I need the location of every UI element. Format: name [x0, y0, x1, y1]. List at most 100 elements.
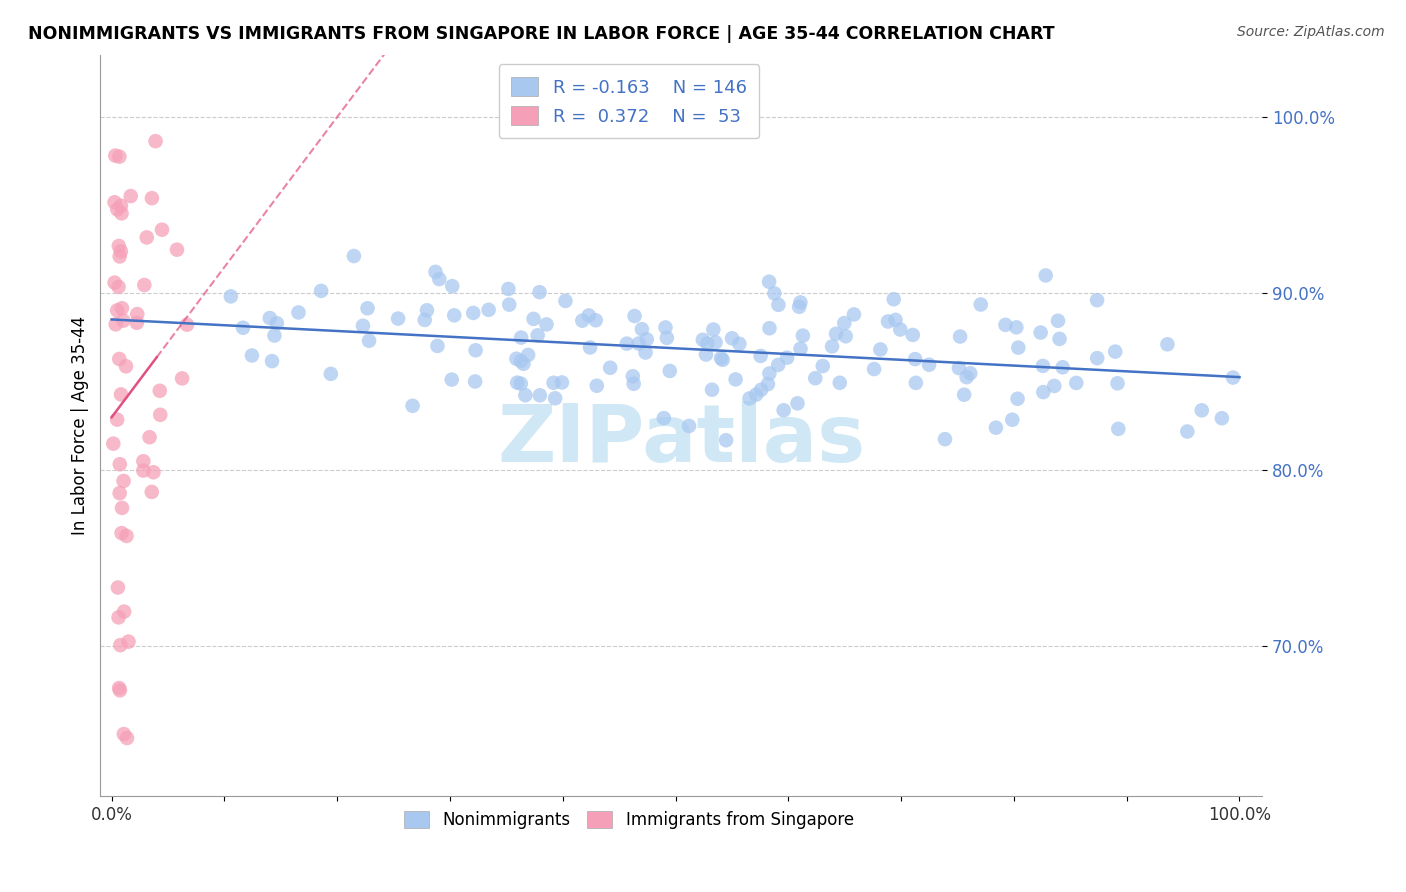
Point [145, 134, 167, 148]
Point [464, 375, 486, 389]
Text: ZIPatlas: ZIPatlas [498, 401, 865, 479]
Text: NONIMMIGRANTS VS IMMIGRANTS FROM SINGAPORE IN LABOR FORCE | AGE 35-44 CORRELATIO: NONIMMIGRANTS VS IMMIGRANTS FROM SINGAPO… [28, 25, 1054, 43]
Point [544, 392, 567, 406]
Point [498, 282, 520, 296]
Point [948, 361, 970, 376]
Point [149, 384, 172, 398]
Point [704, 335, 727, 350]
Point [510, 330, 533, 344]
Text: Source: ZipAtlas.com: Source: ZipAtlas.com [1237, 25, 1385, 39]
Point [112, 313, 135, 327]
Point [517, 348, 540, 362]
Point [631, 322, 654, 336]
Point [585, 313, 607, 327]
Point [787, 300, 810, 314]
Point [443, 309, 465, 323]
Point [105, 412, 128, 426]
Point [352, 318, 374, 333]
Point [835, 329, 858, 343]
Point [1085, 293, 1108, 308]
Point [1007, 392, 1029, 406]
Point [828, 376, 851, 390]
Point [138, 430, 160, 444]
Point [1191, 403, 1213, 417]
Point [105, 202, 128, 217]
Point [170, 371, 193, 385]
Point [1029, 326, 1052, 340]
Point [166, 243, 188, 257]
Point [789, 295, 811, 310]
Point [509, 354, 531, 368]
Point [107, 581, 129, 595]
Point [110, 638, 132, 652]
Point [104, 148, 127, 162]
Point [756, 377, 779, 392]
Point [105, 303, 128, 318]
Point [758, 275, 780, 289]
Point [104, 318, 127, 332]
Point [678, 419, 700, 434]
Point [529, 388, 551, 402]
Point [904, 376, 927, 390]
Point [934, 432, 956, 446]
Point [478, 302, 501, 317]
Point [115, 359, 138, 374]
Point [984, 420, 1007, 434]
Point [749, 349, 772, 363]
Point [132, 464, 155, 478]
Point [711, 352, 734, 367]
Point [232, 320, 254, 334]
Point [110, 526, 132, 541]
Point [728, 336, 751, 351]
Point [1007, 341, 1029, 355]
Point [401, 399, 423, 413]
Point [877, 314, 900, 328]
Point [115, 529, 138, 543]
Point [515, 388, 537, 402]
Point [150, 222, 173, 236]
Point [287, 305, 309, 319]
Point [994, 318, 1017, 332]
Point [953, 387, 976, 401]
Point [1032, 385, 1054, 400]
Point [522, 311, 544, 326]
Point [792, 328, 814, 343]
Point [107, 280, 129, 294]
Point [387, 311, 409, 326]
Point [738, 392, 761, 406]
Point [108, 249, 131, 263]
Point [416, 303, 439, 318]
Point [111, 301, 134, 316]
Point [758, 367, 780, 381]
Point [842, 308, 865, 322]
Point [658, 364, 681, 378]
Point [413, 313, 436, 327]
Point [623, 309, 645, 323]
Point [786, 396, 808, 410]
Point [356, 301, 378, 316]
Point [949, 329, 972, 343]
Point [441, 279, 464, 293]
Point [599, 360, 621, 375]
Point [1064, 376, 1087, 390]
Point [766, 358, 789, 372]
Point [134, 278, 156, 293]
Point [426, 339, 449, 353]
Point [110, 387, 132, 401]
Point [309, 284, 332, 298]
Point [110, 244, 132, 259]
Point [505, 351, 527, 366]
Point [789, 342, 811, 356]
Point [634, 345, 657, 359]
Point [1222, 370, 1244, 384]
Point [506, 376, 529, 390]
Point [1049, 332, 1071, 346]
Point [1104, 344, 1126, 359]
Point [117, 634, 139, 648]
Point [240, 349, 263, 363]
Legend: Nonimmigrants, Immigrants from Singapore: Nonimmigrants, Immigrants from Singapore [398, 805, 860, 836]
Point [149, 408, 172, 422]
Point [714, 434, 737, 448]
Point [904, 352, 927, 367]
Point [110, 206, 132, 220]
